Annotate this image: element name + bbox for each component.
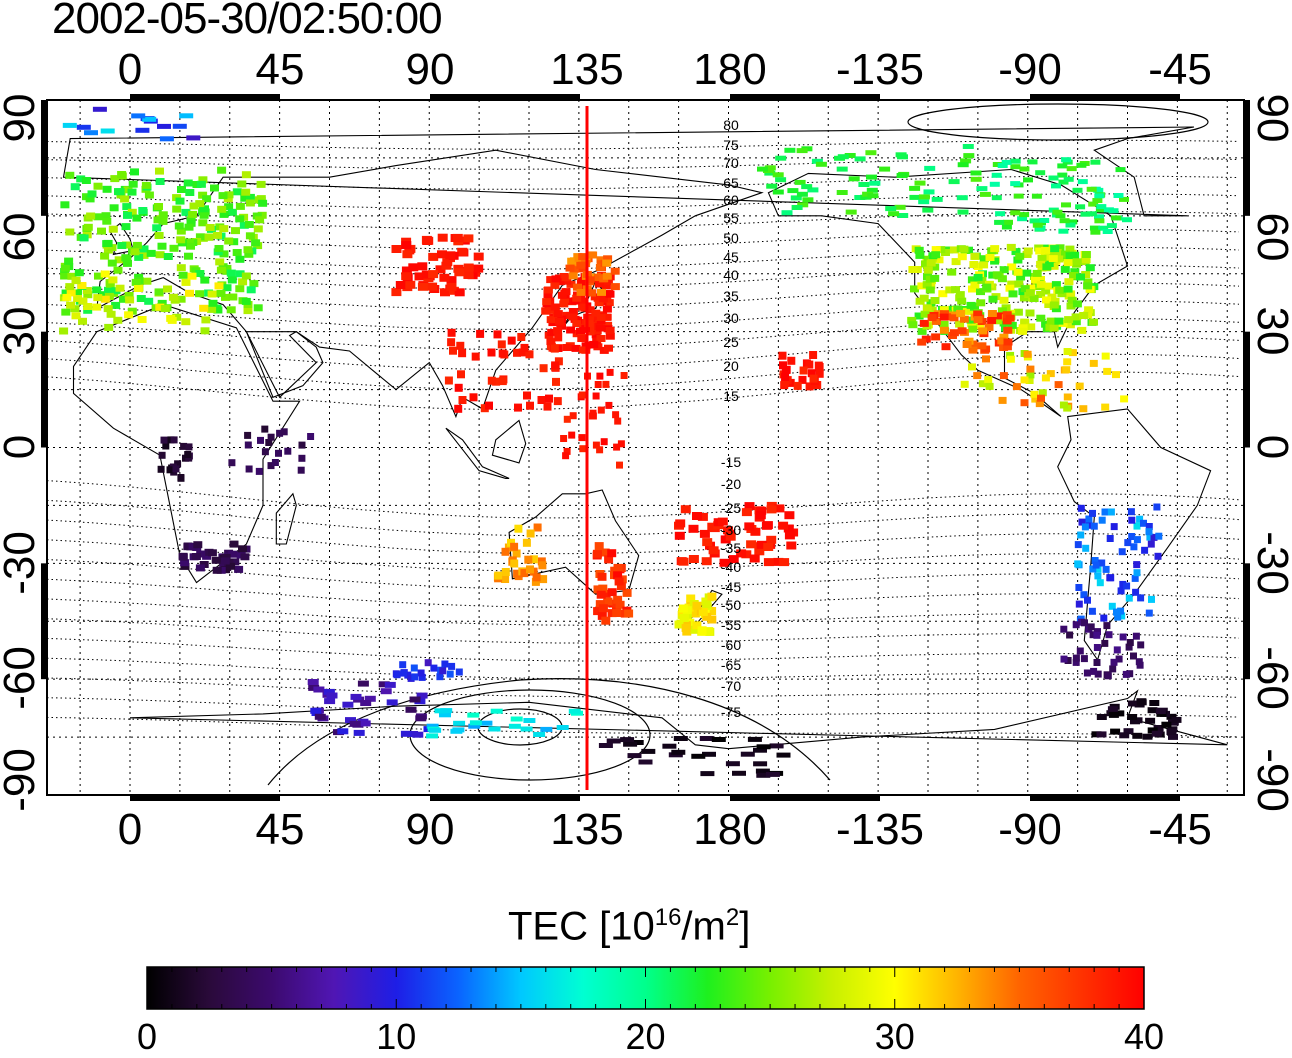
- colorbar-tick-label: 30: [874, 1016, 915, 1057]
- lat-label: 90: [0, 94, 44, 143]
- lon-label: -90: [998, 805, 1062, 854]
- magnetic-lat-label: 50: [723, 230, 739, 246]
- magnetic-lat-label: 80: [723, 117, 739, 133]
- magnetic-lat-label: -35: [721, 540, 741, 556]
- magnetic-lat-label: -75: [721, 704, 741, 720]
- lon-label: -45: [1148, 805, 1212, 854]
- magnetic-lat-label: 15: [723, 388, 739, 404]
- lat-label: -60: [1248, 646, 1292, 710]
- lat-label: -30: [1248, 531, 1292, 595]
- lat-label: 0: [1248, 435, 1292, 459]
- lat-label: -30: [0, 531, 44, 595]
- right-latitude-labels: 90 60 30 0 -30 -60 -90: [1248, 94, 1292, 812]
- lon-label: 180: [693, 805, 766, 854]
- magnetic-lat-label: -55: [721, 617, 741, 633]
- timestamp-title: 2002-05-30/02:50:00: [52, 0, 443, 43]
- magnetic-lat-label: 60: [723, 192, 739, 208]
- top-longitude-labels: 0 45 90 135 180 -135 -90 -45: [118, 45, 1212, 94]
- magnetic-lat-label: -45: [721, 579, 741, 595]
- lon-label: 0: [118, 45, 142, 94]
- magnetic-lat-label: 45: [723, 249, 739, 265]
- lat-label: -90: [1248, 748, 1292, 812]
- lat-label: 30: [1248, 307, 1292, 356]
- magnetic-lat-label: 30: [723, 310, 739, 326]
- lon-label: -90: [998, 45, 1062, 94]
- lon-label: 90: [406, 805, 455, 854]
- lon-label: -45: [1148, 45, 1212, 94]
- lon-label: 180: [693, 45, 766, 94]
- magnetic-lat-label: -30: [721, 522, 741, 538]
- lon-label: -135: [836, 805, 924, 854]
- lat-label: 30: [0, 307, 44, 356]
- colorbar-tick-label: 40: [1123, 1016, 1165, 1057]
- lat-label: 60: [1248, 213, 1292, 262]
- lon-label: 45: [256, 805, 305, 854]
- magnetic-lat-label: -20: [721, 476, 741, 492]
- lon-label: 90: [406, 45, 455, 94]
- magnetic-lat-label: -25: [721, 500, 741, 516]
- colorbar-tick-label: 0: [136, 1016, 158, 1057]
- magnetic-lat-label: -70: [721, 678, 741, 694]
- lat-label: 90: [1248, 94, 1292, 143]
- lat-label: 0: [0, 435, 44, 459]
- magnetic-lat-label: 70: [723, 155, 739, 171]
- magnetic-lat-label: 55: [723, 210, 739, 226]
- lon-label: 135: [550, 805, 623, 854]
- bottom-longitude-labels: 0 45 90 135 180 -135 -90 -45: [118, 805, 1212, 854]
- magnetic-lat-label: 20: [723, 358, 739, 374]
- lon-label: 0: [118, 805, 142, 854]
- colorbar-title: TEC [1016/m2]: [508, 904, 751, 949]
- magnetic-lat-label: -15: [721, 454, 741, 470]
- magnetic-lat-label: 40: [723, 267, 739, 283]
- colorbar-ticks: [146, 967, 1145, 1009]
- magnetic-lat-label: -40: [721, 559, 741, 575]
- magnetic-lat-label: 65: [723, 175, 739, 191]
- axis-ticks: [41, 94, 1250, 801]
- lon-label: -135: [836, 45, 924, 94]
- lat-label: -60: [0, 646, 44, 710]
- magnetic-lat-label: -65: [721, 657, 741, 673]
- magnetic-lat-label: 75: [723, 137, 739, 153]
- magnetic-lat-label: 35: [723, 288, 739, 304]
- magnetic-lat-label: -50: [721, 597, 741, 613]
- magnetic-lat-label: 25: [723, 334, 739, 350]
- left-latitude-labels: 90 60 30 0 -30 -60 -90: [0, 94, 44, 812]
- tec-data-cells: [59, 106, 1182, 778]
- magnetic-lat-label: -60: [721, 637, 741, 653]
- lon-label: 135: [550, 45, 623, 94]
- lat-label: 60: [0, 213, 44, 262]
- colorbar-tick-label: 10: [376, 1016, 417, 1057]
- colorbar-tick-label: 20: [625, 1016, 666, 1057]
- lon-label: 45: [256, 45, 305, 94]
- lat-label: -90: [0, 748, 44, 812]
